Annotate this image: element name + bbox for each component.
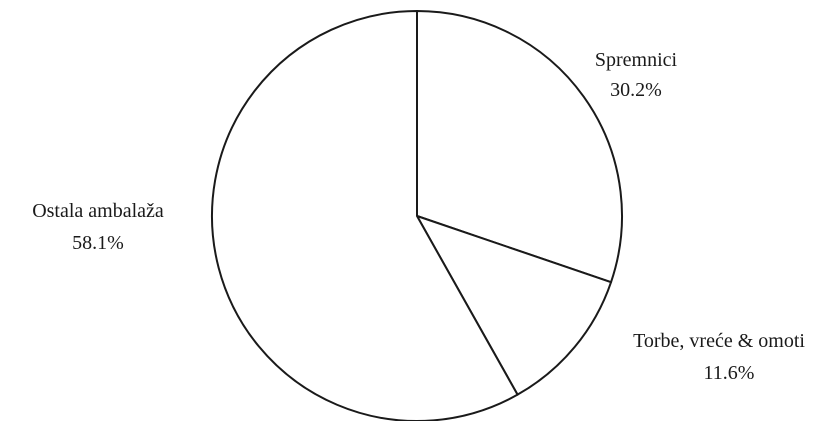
slice-value-spremnici: 30.2% [610,79,662,101]
pie-slices [210,10,623,422]
pie-labels: Spremnici 30.2% Torbe, vreće & omoti 11.… [32,49,805,384]
slice-value-ostala-ambalaza: 58.1% [72,232,124,254]
slice-value-torbe-vrece-omoti: 11.6% [704,362,755,384]
slice-label-torbe-vrece-omoti: Torbe, vreće & omoti [633,330,805,352]
slice-label-spremnici: Spremnici [595,49,678,71]
slice-label-ostala-ambalaza: Ostala ambalaža [32,200,164,222]
pie-slice-torbe-vrece-omoti [416,215,613,396]
pie-slice-spremnici [416,10,623,284]
